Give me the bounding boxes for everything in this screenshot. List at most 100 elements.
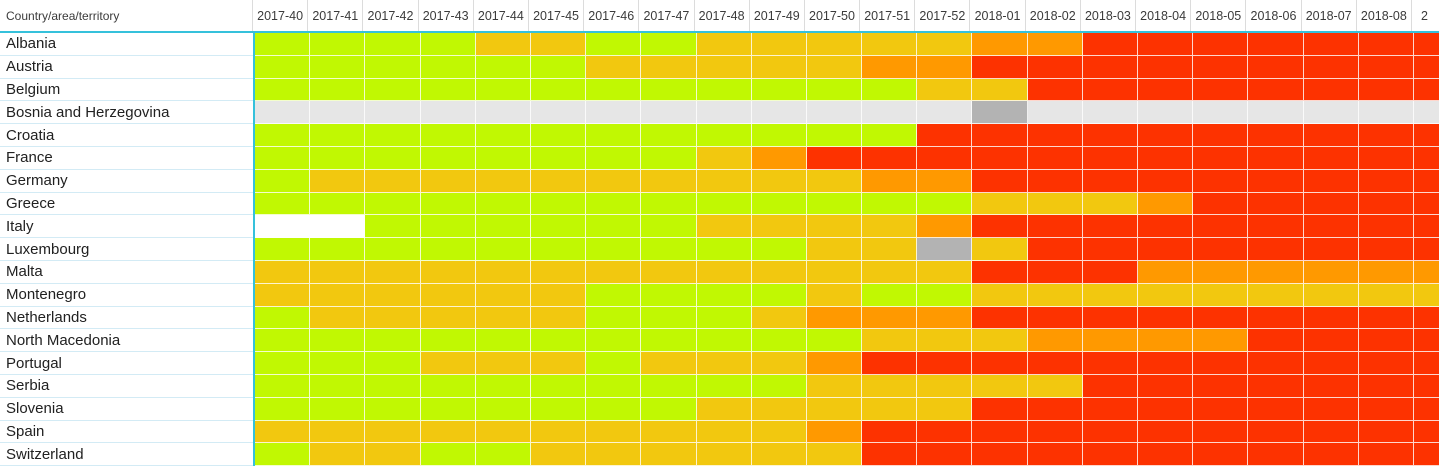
heatmap-cell[interactable] (1193, 352, 1249, 375)
row-label[interactable]: Italy (0, 215, 253, 239)
heatmap-cell[interactable] (806, 146, 863, 170)
heatmap-cell[interactable] (862, 124, 918, 147)
heatmap-cell[interactable] (806, 169, 863, 193)
heatmap-cell[interactable] (255, 443, 311, 467)
column-header-2017-48[interactable]: 2017-48 (695, 0, 750, 31)
heatmap-cell[interactable] (641, 238, 697, 261)
heatmap-cell[interactable] (696, 283, 752, 307)
heatmap-cell[interactable] (806, 192, 863, 216)
heatmap-cell[interactable] (255, 283, 311, 307)
heatmap-cell[interactable] (751, 33, 807, 56)
heatmap-cell[interactable] (917, 238, 973, 261)
heatmap-cell[interactable] (475, 55, 531, 79)
heatmap-cell[interactable] (530, 192, 587, 216)
heatmap-cell[interactable] (1027, 124, 1083, 147)
heatmap-cell[interactable] (530, 169, 587, 193)
heatmap-cell[interactable] (751, 78, 807, 102)
column-header-2017-44[interactable]: 2017-44 (474, 0, 529, 31)
heatmap-cell[interactable] (1082, 443, 1138, 467)
heatmap-cell[interactable] (1413, 146, 1439, 170)
heatmap-cell[interactable] (1193, 192, 1249, 216)
heatmap-cell[interactable] (972, 283, 1028, 307)
heatmap-cell[interactable] (420, 283, 476, 307)
heatmap-cell[interactable] (1193, 397, 1249, 421)
heatmap-cell[interactable] (255, 397, 311, 421)
heatmap-cell[interactable] (1082, 101, 1138, 125)
heatmap-cell[interactable] (1082, 374, 1138, 398)
heatmap-cell[interactable] (530, 443, 587, 467)
heatmap-cell[interactable] (255, 420, 311, 444)
heatmap-cell[interactable] (420, 260, 476, 284)
heatmap-cell[interactable] (586, 420, 642, 444)
column-header-2018-08[interactable]: 2018-08 (1357, 0, 1412, 31)
heatmap-cell[interactable] (1303, 192, 1359, 216)
heatmap-cell[interactable] (1193, 215, 1249, 239)
heatmap-cell[interactable] (420, 352, 476, 375)
heatmap-cell[interactable] (420, 33, 476, 56)
heatmap-cell[interactable] (586, 215, 642, 239)
heatmap-cell[interactable] (530, 55, 587, 79)
heatmap-cell[interactable] (420, 397, 476, 421)
heatmap-cell[interactable] (1138, 169, 1194, 193)
heatmap-cell[interactable] (365, 352, 421, 375)
heatmap-cell[interactable] (1082, 215, 1138, 239)
heatmap-cell[interactable] (972, 238, 1028, 261)
heatmap-cell[interactable] (1193, 329, 1249, 353)
heatmap-cell[interactable] (1358, 329, 1414, 353)
heatmap-cell[interactable] (1248, 101, 1304, 125)
heatmap-cell[interactable] (806, 374, 863, 398)
heatmap-cell[interactable] (641, 33, 697, 56)
heatmap-cell[interactable] (420, 124, 476, 147)
row-label[interactable]: France (0, 146, 253, 170)
heatmap-cell[interactable] (972, 329, 1028, 353)
heatmap-cell[interactable] (255, 352, 311, 375)
heatmap-cell[interactable] (420, 146, 476, 170)
heatmap-cell[interactable] (806, 306, 863, 330)
heatmap-cell[interactable] (1413, 169, 1439, 193)
heatmap-cell[interactable] (641, 306, 697, 330)
heatmap-cell[interactable] (1248, 238, 1304, 261)
heatmap-cell[interactable] (751, 55, 807, 79)
heatmap-cell[interactable] (530, 124, 587, 147)
heatmap-cell[interactable] (972, 397, 1028, 421)
column-header-2017-50[interactable]: 2017-50 (805, 0, 861, 31)
heatmap-cell[interactable] (586, 397, 642, 421)
heatmap-cell[interactable] (806, 420, 863, 444)
heatmap-cell[interactable] (1358, 260, 1414, 284)
heatmap-cell[interactable] (1027, 192, 1083, 216)
heatmap-cell[interactable] (917, 169, 973, 193)
heatmap-cell[interactable] (530, 238, 587, 261)
heatmap-cell[interactable] (1358, 78, 1414, 102)
heatmap-cell[interactable] (751, 397, 807, 421)
row-label[interactable]: Luxembourg (0, 238, 253, 261)
row-label[interactable]: Spain (0, 420, 253, 444)
heatmap-cell[interactable] (696, 124, 752, 147)
heatmap-cell[interactable] (365, 169, 421, 193)
heatmap-cell[interactable] (862, 374, 918, 398)
heatmap-cell[interactable] (1027, 420, 1083, 444)
heatmap-cell[interactable] (310, 443, 366, 467)
heatmap-cell[interactable] (586, 55, 642, 79)
heatmap-cell[interactable] (1358, 146, 1414, 170)
heatmap-cell[interactable] (365, 55, 421, 79)
heatmap-cell[interactable] (751, 260, 807, 284)
heatmap-cell[interactable] (917, 260, 973, 284)
heatmap-cell[interactable] (917, 329, 973, 353)
heatmap-cell[interactable] (1303, 420, 1359, 444)
heatmap-cell[interactable] (1413, 260, 1439, 284)
heatmap-cell[interactable] (365, 329, 421, 353)
heatmap-cell[interactable] (862, 420, 918, 444)
heatmap-cell[interactable] (1303, 238, 1359, 261)
heatmap-cell[interactable] (1358, 238, 1414, 261)
column-header-2017-41[interactable]: 2017-41 (308, 0, 364, 31)
heatmap-cell[interactable] (751, 238, 807, 261)
heatmap-cell[interactable] (475, 146, 531, 170)
heatmap-cell[interactable] (1082, 397, 1138, 421)
heatmap-cell[interactable] (1138, 33, 1194, 56)
heatmap-cell[interactable] (1248, 146, 1304, 170)
heatmap-cell[interactable] (751, 352, 807, 375)
heatmap-cell[interactable] (310, 238, 366, 261)
heatmap-cell[interactable] (1138, 306, 1194, 330)
heatmap-cell[interactable] (1413, 443, 1439, 467)
column-header-2017-52[interactable]: 2017-52 (915, 0, 971, 31)
